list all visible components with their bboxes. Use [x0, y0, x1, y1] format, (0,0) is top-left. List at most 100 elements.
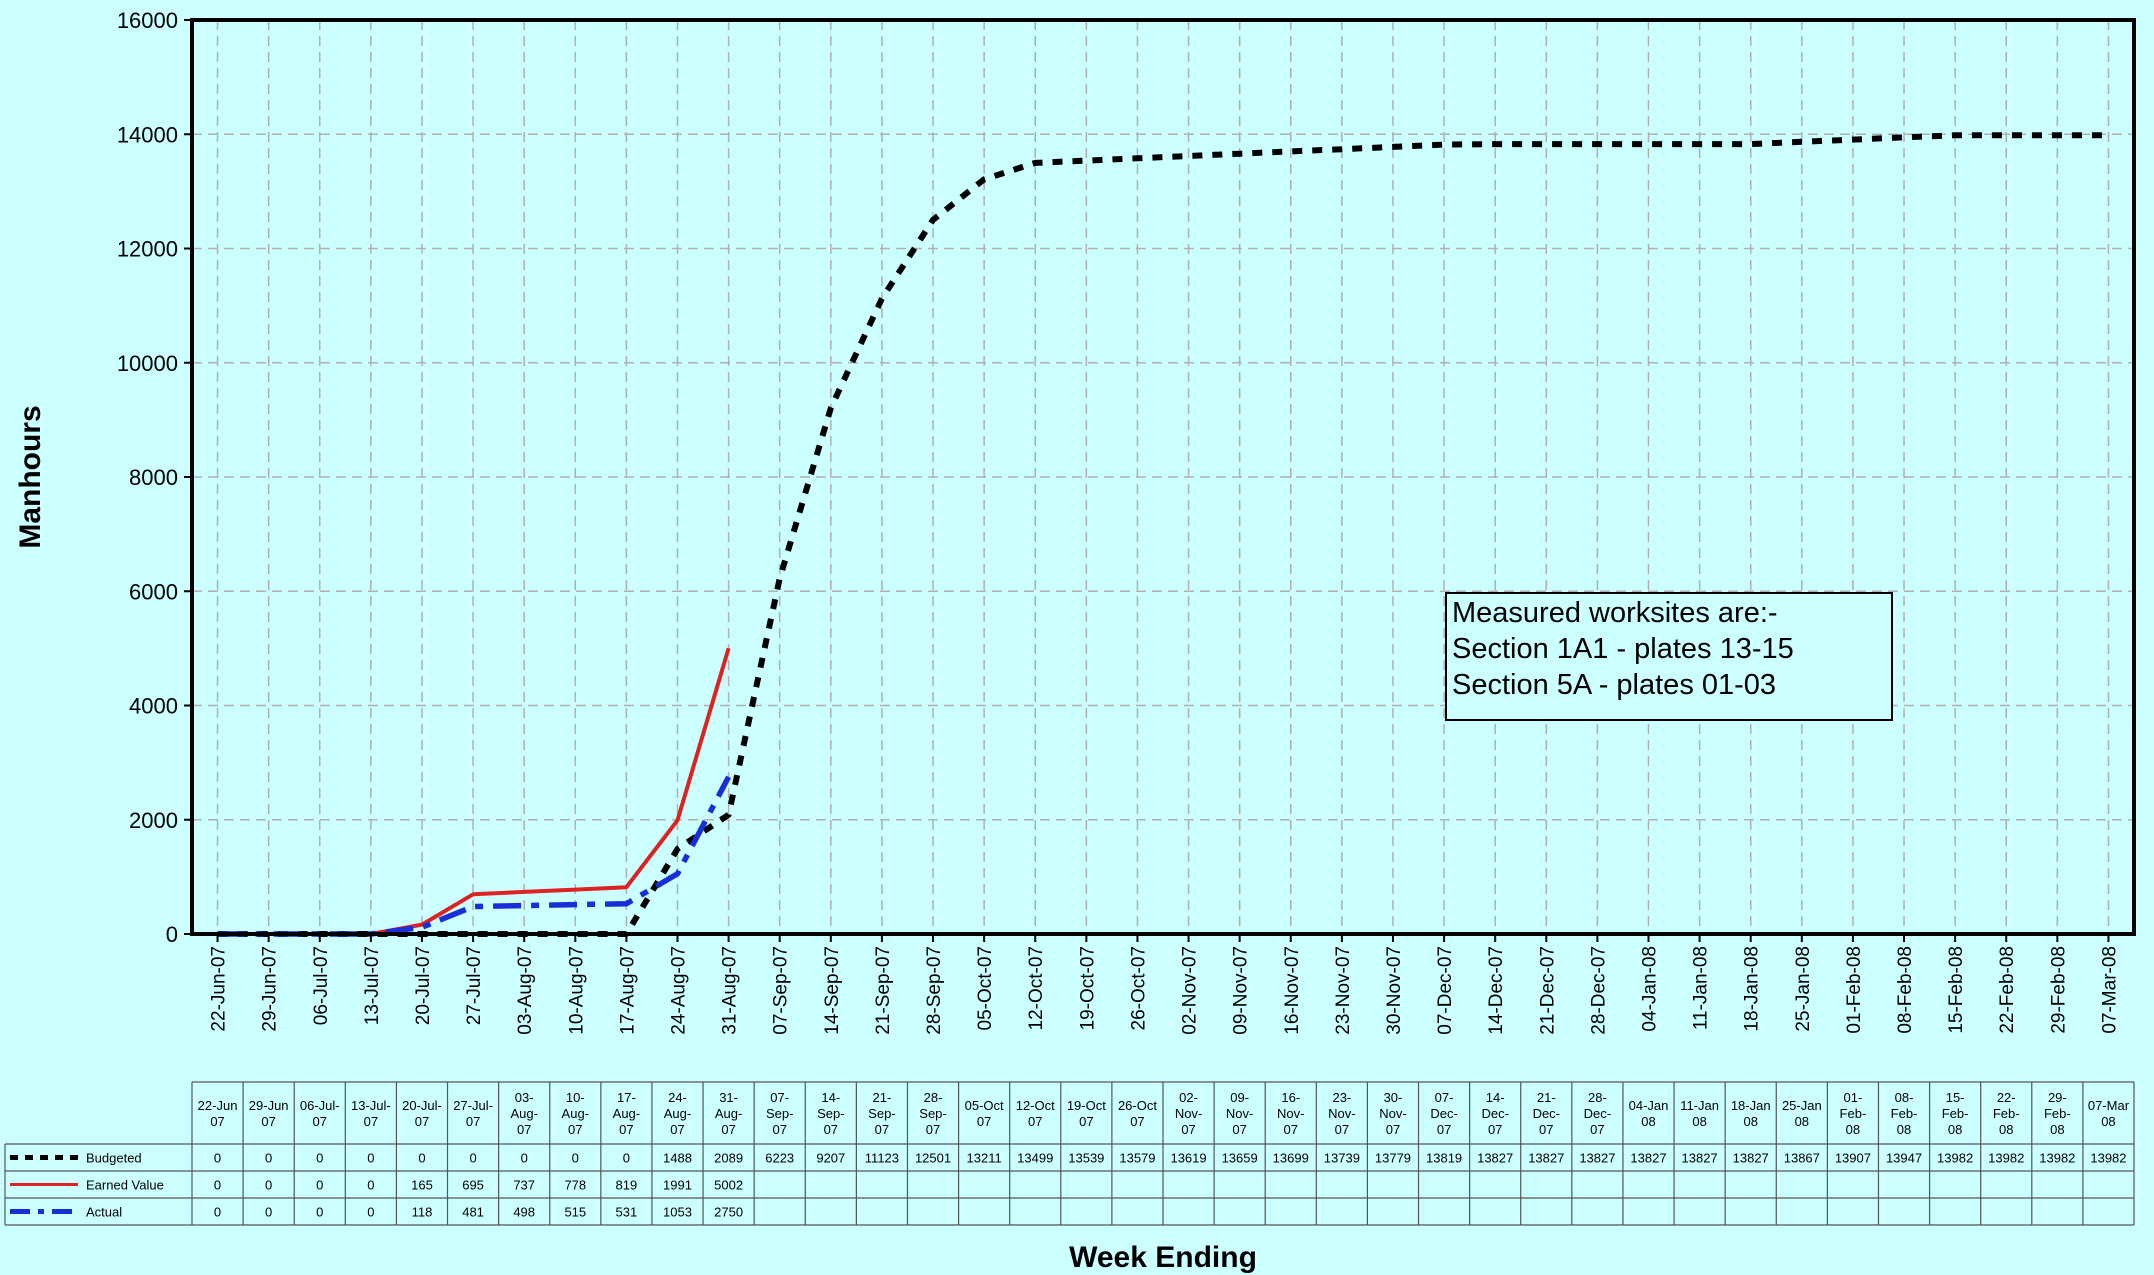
x-tick-label-17: 19-Oct-07 — [1077, 946, 1098, 1030]
x-tick-label-36: 29-Feb-08 — [2048, 946, 2069, 1034]
table-cell-0-20: 13659 — [1222, 1151, 1258, 1166]
table-header-36-line-1: Feb- — [2044, 1106, 2071, 1121]
y-tick-label-3: 6000 — [129, 579, 178, 604]
x-tick-label-1: 29-Jun-07 — [260, 946, 281, 1032]
table-header-6-line-2: 07 — [517, 1122, 531, 1137]
table-cell-2-7: 515 — [564, 1205, 586, 1220]
table-header-31-line-0: 25-Jan — [1782, 1098, 1822, 1113]
x-tick-label-7: 10-Aug-07 — [566, 946, 587, 1035]
y-tick-label-4: 8000 — [129, 465, 178, 490]
table-header-26-line-2: 07 — [1539, 1122, 1553, 1137]
table-cell-2-5: 481 — [462, 1205, 484, 1220]
table-header-24-line-0: 07- — [1435, 1090, 1454, 1105]
table-header-27-line-0: 28- — [1588, 1090, 1607, 1105]
x-tick-label-29: 11-Jan-08 — [1691, 946, 1712, 1030]
x-tick-label-14: 28-Sep-07 — [924, 946, 945, 1035]
x-tick-label-23: 30-Nov-07 — [1384, 946, 1405, 1035]
series-line-actual — [217, 775, 732, 937]
table-cell-0-23: 13779 — [1375, 1151, 1411, 1166]
table-header-21-line-2: 07 — [1284, 1122, 1298, 1137]
table-header-20-line-2: 07 — [1232, 1122, 1246, 1137]
x-tick-label-33: 08-Feb-08 — [1895, 946, 1916, 1034]
grid-layer — [192, 20, 2134, 934]
data-table: 22-Jun0729-Jun0706-Jul-0713-Jul-0720-Jul… — [4, 1081, 2135, 1226]
x-axis-title: Week Ending — [1069, 1241, 1257, 1274]
table-header-25-line-0: 14- — [1486, 1090, 1505, 1105]
y-tick-label-2: 4000 — [129, 694, 178, 719]
table-cell-2-6: 498 — [513, 1205, 535, 1220]
table-cell-0-15: 13211 — [967, 1151, 1002, 1166]
table-cell-0-25: 13827 — [1477, 1151, 1513, 1166]
table-header-30-line-0: 18-Jan — [1731, 1098, 1771, 1113]
table-header-15-line-1: 07 — [977, 1114, 991, 1129]
table-cell-0-31: 13867 — [1784, 1151, 1820, 1166]
table-cell-0-1: 0 — [265, 1151, 272, 1166]
x-tick-label-16: 12-Oct-07 — [1026, 946, 1047, 1030]
table-cell-0-33: 13947 — [1886, 1151, 1922, 1166]
x-tick-label-31: 25-Jan-08 — [1793, 946, 1814, 1032]
table-cell-1-7: 778 — [564, 1178, 586, 1193]
table-header-13-line-0: 21- — [873, 1090, 892, 1105]
table-cell-0-35: 13982 — [1988, 1151, 2024, 1166]
table-cell-0-16: 13499 — [1017, 1151, 1053, 1166]
table-cell-0-24: 13819 — [1426, 1151, 1462, 1166]
table-cell-1-5: 695 — [462, 1178, 484, 1193]
table-header-33-line-2: 08 — [1897, 1122, 1911, 1137]
table-cell-0-6: 0 — [521, 1151, 528, 1166]
table-header-16-line-1: 07 — [1028, 1114, 1042, 1129]
table-header-36-line-2: 08 — [2050, 1122, 2064, 1137]
annotation-box: Measured worksites are:- Section 1A1 - p… — [1445, 592, 1893, 721]
table-cell-0-32: 13907 — [1835, 1151, 1871, 1166]
table-header-22-line-2: 07 — [1335, 1122, 1349, 1137]
annotation-line-2: Section 1A1 - plates 13-15 — [1452, 633, 1794, 665]
table-cell-0-37: 13982 — [2090, 1151, 2126, 1166]
table-header-4-line-1: 07 — [415, 1114, 429, 1129]
table-header-17-line-0: 19-Oct — [1067, 1098, 1106, 1113]
table-cell-1-9: 1991 — [663, 1178, 692, 1193]
table-header-14-line-2: 07 — [926, 1122, 940, 1137]
table-cell-2-8: 531 — [616, 1205, 638, 1220]
table-header-0-line-1: 07 — [210, 1114, 224, 1129]
x-tick-label-24: 07-Dec-07 — [1435, 946, 1456, 1035]
table-cell-0-28: 13827 — [1630, 1151, 1666, 1166]
table-header-10-line-2: 07 — [721, 1122, 735, 1137]
table-header-34-line-2: 08 — [1948, 1122, 1962, 1137]
table-header-7-line-0: 10- — [566, 1090, 585, 1105]
x-tick-label-15: 05-Oct-07 — [975, 946, 996, 1030]
table-header-7-line-2: 07 — [568, 1122, 582, 1137]
table-cell-0-36: 13982 — [2039, 1151, 2075, 1166]
x-tick-label-28: 04-Jan-08 — [1640, 946, 1661, 1032]
table-header-5-line-1: 07 — [466, 1114, 480, 1129]
table-header-20-line-0: 09- — [1230, 1090, 1249, 1105]
table-header-12-line-0: 14- — [821, 1090, 840, 1105]
x-tick-label-9: 24-Aug-07 — [669, 946, 690, 1035]
table-header-28-line-0: 04-Jan — [1629, 1098, 1669, 1113]
table-cell-2-10: 2750 — [714, 1205, 743, 1220]
table-header-34-line-1: Feb- — [1942, 1106, 1969, 1121]
y-tick-label-6: 12000 — [117, 237, 178, 262]
table-header-11-line-1: Sep- — [766, 1106, 793, 1121]
table-header-13-line-1: Sep- — [868, 1106, 895, 1121]
table-header-6-line-0: 03- — [515, 1090, 534, 1105]
legend-label-earned-value: Earned Value — [86, 1178, 164, 1193]
series-line-budgeted — [217, 132, 2109, 937]
table-header-25-line-2: 07 — [1488, 1122, 1502, 1137]
table-cell-0-17: 13539 — [1068, 1151, 1104, 1166]
table-header-18-line-0: 26-Oct — [1118, 1098, 1157, 1113]
annotation-line-1: Measured worksites are:- — [1452, 597, 1778, 629]
table-cell-0-5: 0 — [469, 1151, 476, 1166]
table-cell-0-10: 2089 — [714, 1151, 743, 1166]
table-header-9-line-2: 07 — [670, 1122, 684, 1137]
legend-label-budgeted: Budgeted — [86, 1151, 142, 1166]
table-header-37-line-1: 08 — [2101, 1114, 2115, 1129]
table-cell-1-6: 737 — [513, 1178, 535, 1193]
table-header-32-line-1: Feb- — [1840, 1106, 1867, 1121]
table-cell-0-26: 13827 — [1528, 1151, 1564, 1166]
table-header-35-line-2: 08 — [1999, 1122, 2013, 1137]
x-tick-label-6: 03-Aug-07 — [515, 946, 536, 1035]
table-header-23-line-2: 07 — [1386, 1122, 1400, 1137]
table-header-2-line-1: 07 — [313, 1114, 327, 1129]
table-cell-0-12: 9207 — [816, 1151, 845, 1166]
annotation-background — [1445, 592, 1893, 721]
table-header-16-line-0: 12-Oct — [1016, 1098, 1055, 1113]
